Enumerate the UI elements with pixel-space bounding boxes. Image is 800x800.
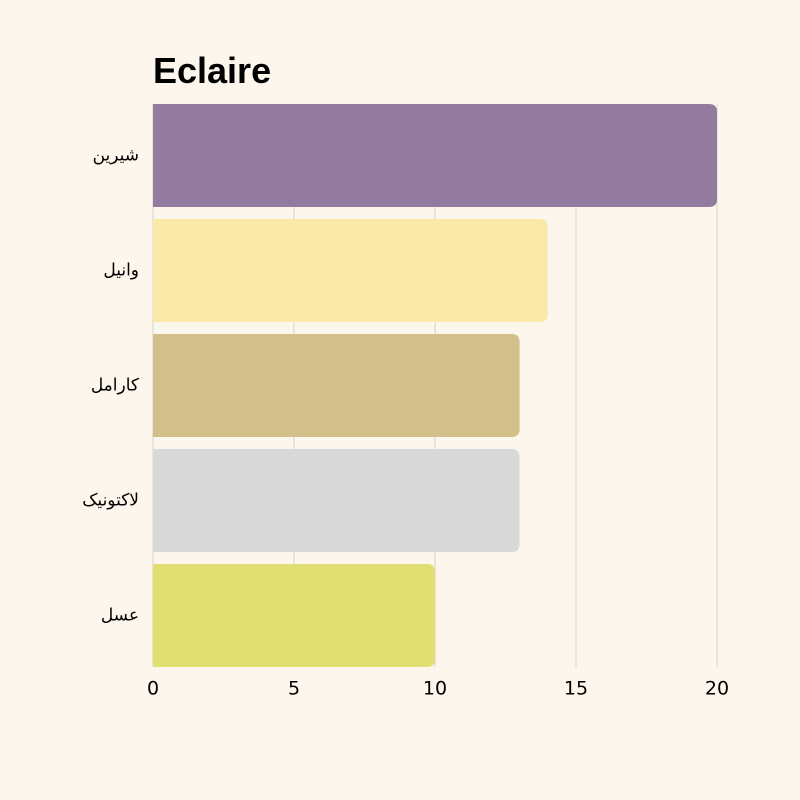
x-tick-label: 15: [564, 678, 588, 700]
y-tick-label: شيرين: [93, 146, 139, 166]
y-tick-label: لاکتونيک: [82, 491, 139, 511]
y-tick-label: عسل: [101, 606, 139, 626]
bar: [153, 104, 717, 207]
x-tick-label: 20: [705, 678, 729, 700]
bar: [153, 219, 548, 322]
bar: [153, 334, 520, 437]
x-tick-label: 5: [288, 678, 300, 700]
x-tick-label: 0: [147, 678, 159, 700]
bar: [153, 564, 435, 667]
y-tick-label: وانيل: [103, 261, 139, 281]
chart-title: Eclaire: [153, 50, 271, 91]
bar: [153, 449, 520, 552]
x-tick-label: 10: [423, 678, 447, 700]
y-tick-label: کارامل: [91, 376, 140, 396]
